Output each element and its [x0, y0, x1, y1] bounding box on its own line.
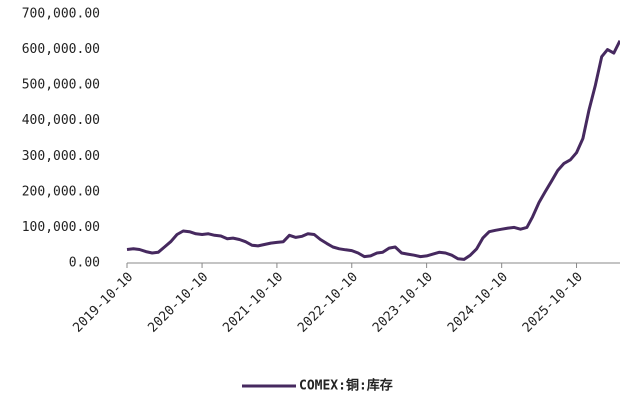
y-tick-label: 600,000.00: [22, 42, 100, 57]
y-tick-label: 300,000.00: [22, 149, 100, 164]
x-tick-label: 2023-10-10: [370, 270, 436, 336]
x-tick-label: 2019-10-10: [70, 270, 136, 336]
x-tick-label: 2022-10-10: [295, 270, 361, 336]
x-tick-label: 2021-10-10: [220, 270, 286, 336]
x-tick-label: 2020-10-10: [145, 270, 211, 336]
x-tick-label: 2025-10-10: [520, 270, 586, 336]
y-tick-label: 0.00: [69, 256, 100, 271]
y-tick-label: 400,000.00: [22, 113, 100, 128]
y-tick-label: 500,000.00: [22, 78, 100, 93]
y-tick-label: 100,000.00: [22, 220, 100, 235]
line-series: [126, 40, 620, 261]
y-tick-label: 200,000.00: [22, 184, 100, 199]
legend-label: COMEX:铜:库存: [299, 378, 393, 394]
y-tick-label: 700,000.00: [22, 7, 100, 22]
x-tick-label: 2024-10-10: [445, 270, 511, 336]
